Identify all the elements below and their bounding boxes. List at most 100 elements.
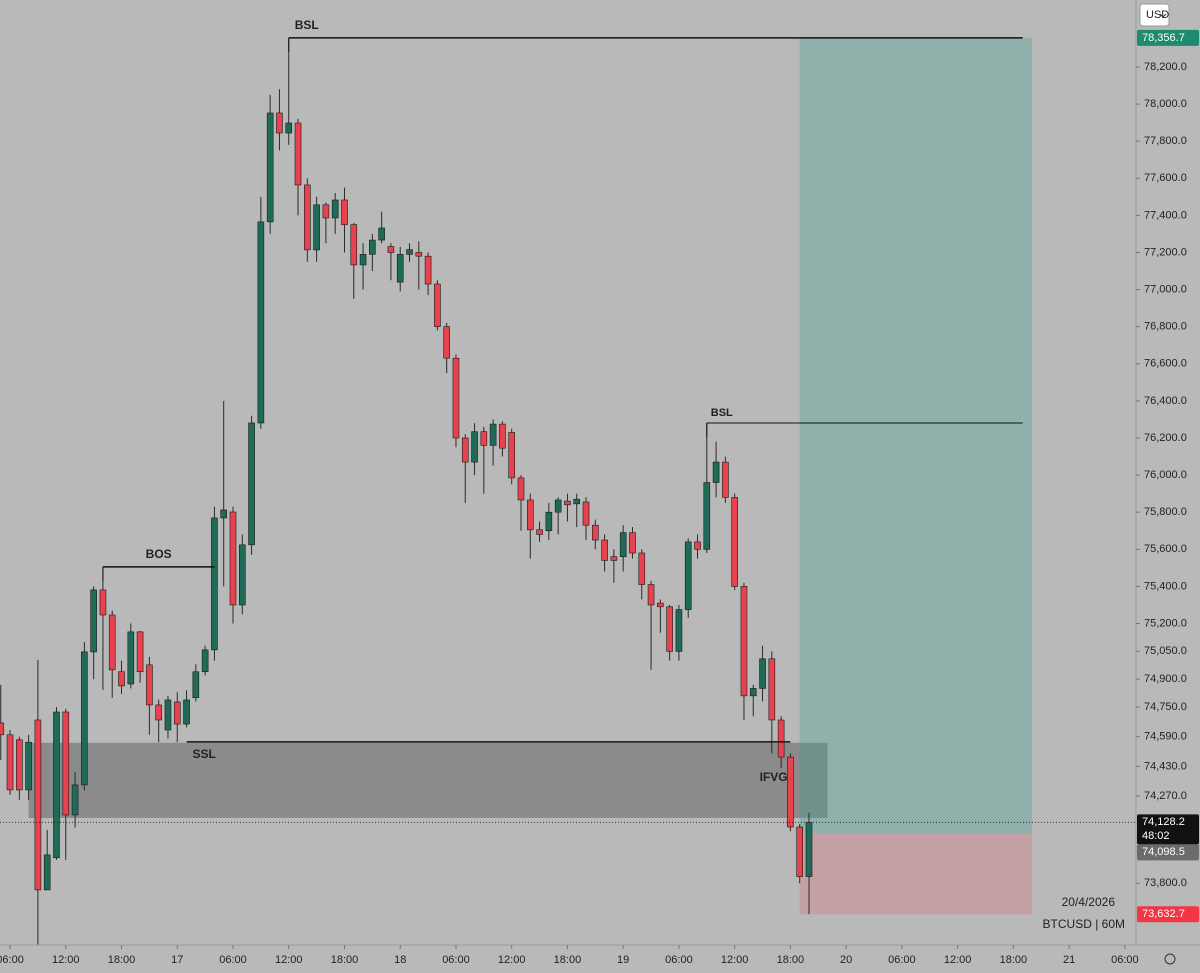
candle-body: [499, 423, 506, 449]
candle-body: [304, 184, 311, 251]
candle-body: [452, 357, 460, 439]
x-tick-label: 12:00: [52, 954, 80, 966]
candle-body: [285, 122, 293, 134]
y-tick-label: 77,400.0: [1144, 209, 1187, 221]
candle-body: [443, 326, 450, 359]
candle-body: [43, 854, 51, 891]
currency[interactable]: USD: [1146, 9, 1169, 21]
y-tick-label: 77,800.0: [1144, 135, 1187, 147]
candle-body: [480, 431, 488, 446]
x-tick-label: 18:00: [1000, 954, 1028, 966]
y-tick-label: 75,600.0: [1144, 543, 1187, 555]
x-tick-label: 18:00: [331, 954, 359, 966]
y-tick-label: 75,800.0: [1144, 506, 1187, 518]
candle-body: [619, 532, 627, 558]
candle-body: [229, 511, 237, 606]
y-tick-label: 77,600.0: [1144, 172, 1187, 184]
candle-body: [173, 701, 181, 725]
x-tick-label: 19: [617, 954, 629, 966]
y-tick-label: 77,200.0: [1144, 246, 1187, 258]
candle-body: [610, 556, 618, 561]
candle-body: [406, 249, 413, 255]
candle-body: [6, 734, 14, 791]
candle-body: [638, 552, 646, 585]
y-tick-label: 74,430.0: [1144, 760, 1187, 772]
price-tag: [1137, 906, 1199, 923]
y-tick-label: 74,270.0: [1144, 790, 1187, 802]
candle-body: [536, 529, 543, 535]
candle-body: [471, 431, 478, 463]
x-tick-label: 06:00: [888, 954, 916, 966]
candle-body: [378, 227, 385, 241]
fvg-zone: [28, 742, 828, 818]
y-tick-label: 75,400.0: [1144, 580, 1187, 592]
candle-body: [331, 199, 339, 219]
candle-body: [238, 544, 246, 606]
y-tick-label: 76,800.0: [1144, 321, 1187, 333]
candle-body: [526, 499, 534, 531]
candle-body: [573, 498, 581, 505]
candle-body: [601, 539, 608, 561]
x-tick-label: 17: [171, 954, 183, 966]
candle-body: [341, 199, 348, 225]
candle-body: [118, 671, 125, 687]
candle-body: [703, 482, 711, 550]
candle-body: [647, 584, 655, 606]
candle-body: [127, 631, 135, 685]
currency-box[interactable]: [1139, 3, 1170, 27]
zone-label: IFVG: [760, 770, 788, 784]
x-tick-label: 06:00: [665, 954, 693, 966]
candle-body: [62, 711, 70, 816]
countdown: 48:02: [1142, 830, 1170, 842]
candle-body: [508, 432, 516, 479]
candle-body: [53, 711, 60, 859]
candle-body: [740, 586, 748, 697]
y-tick-label: 76,600.0: [1144, 358, 1187, 370]
candle-body: [694, 541, 701, 550]
candle-body: [108, 614, 116, 671]
candle-body: [387, 246, 395, 253]
y-tick-label: 76,400.0: [1144, 395, 1187, 407]
candle-body: [90, 589, 97, 653]
price-tag-label: 78,356.7: [1142, 32, 1185, 44]
candle-body: [396, 254, 404, 283]
candle-body: [266, 112, 274, 223]
currency-select[interactable]: USD: [1139, 3, 1170, 27]
candle-body: [211, 517, 218, 651]
x-tick-label: 12:00: [721, 954, 749, 966]
level-label: SSL: [193, 747, 216, 761]
stop-zone: [799, 834, 1032, 915]
candle-body: [796, 826, 803, 877]
x-tick-label: 06:00: [1111, 954, 1139, 966]
candle-body: [545, 511, 553, 532]
candle-body: [294, 122, 302, 186]
candle-body: [777, 719, 785, 758]
candle-body: [25, 741, 32, 791]
y-tick-label: 77,000.0: [1144, 283, 1187, 295]
plot: IFVG BSL BOS SSL BSL: [0, 18, 1136, 945]
candle-body: [155, 704, 162, 721]
y-tick-label: 73,800.0: [1144, 877, 1187, 889]
chevron: [1159, 13, 1167, 18]
candle-body: [666, 606, 673, 652]
candle-body: [424, 255, 432, 285]
y-tick-label: 78,000.0: [1144, 98, 1187, 110]
x-tick-label: 06:00: [219, 954, 247, 966]
x-tick-label: 06:00: [0, 954, 24, 966]
candle-body: [192, 671, 200, 699]
candle-body: [759, 658, 766, 689]
candle-body: [675, 609, 683, 652]
price-tag: [1137, 844, 1199, 861]
candle-body: [322, 204, 330, 219]
settings-icon[interactable]: [1164, 953, 1176, 965]
y-tick-label: 75,200.0: [1144, 617, 1187, 629]
candle-body: [434, 283, 441, 327]
candle-body: [582, 501, 590, 526]
candle-body: [257, 221, 265, 424]
candle-body: [489, 423, 497, 446]
candle-body: [164, 699, 172, 731]
candle-body: [71, 784, 79, 816]
x-tick-label: 18:00: [108, 954, 136, 966]
y-tick-label: 74,590.0: [1144, 731, 1187, 743]
